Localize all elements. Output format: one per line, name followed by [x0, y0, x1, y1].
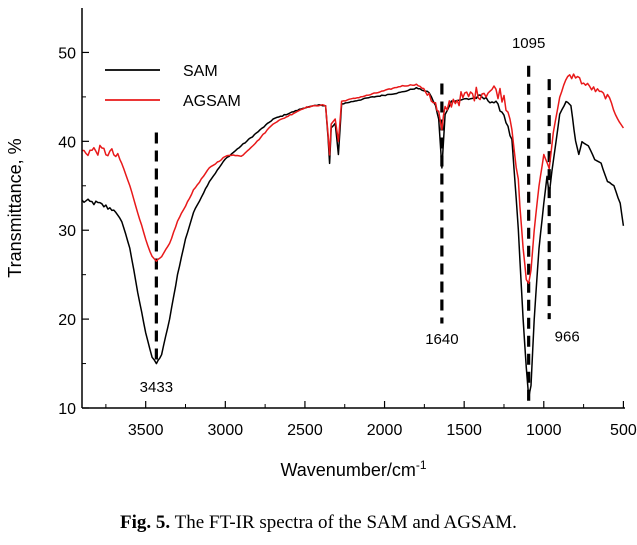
peak-label-1640: 1640	[425, 331, 458, 348]
y-axis-label: Transmittance, %	[5, 138, 25, 277]
x-axis-label-unit-exponent: -1	[416, 458, 427, 472]
x-tick-label-1000: 1000	[526, 422, 562, 439]
y-tick-label-30: 30	[58, 223, 76, 240]
axes-group: 10 20 30 40 50 3500 3000 2500 2000 1500 1000 500	[58, 8, 637, 439]
x-tick-label-2500: 2500	[287, 422, 323, 439]
x-tick-label-3000: 3000	[208, 422, 244, 439]
legend-label-sam: SAM	[183, 63, 218, 80]
figure-caption-text: The FT-IR spectra of the SAM and AGSAM.	[174, 512, 517, 533]
ftir-chart: 3433 1640 1095 966 10 20 30 40 50 3500 3000 2500 20…	[5, 8, 637, 480]
y-tick-label-40: 40	[58, 134, 76, 151]
x-tick-label-2000: 2000	[367, 422, 403, 439]
series-line-sam	[81, 86, 625, 398]
y-tick-label-50: 50	[58, 45, 76, 62]
legend-label-agsam: AGSAM	[183, 93, 241, 110]
series-group	[81, 73, 625, 398]
legend: SAM AGSAM	[105, 63, 241, 110]
x-tick-label-3500: 3500	[128, 422, 164, 439]
peak-label-966: 966	[555, 328, 580, 345]
series-line-agsam	[82, 73, 625, 285]
x-tick-label-500: 500	[610, 422, 637, 439]
y-tick-label-20: 20	[58, 312, 76, 329]
figure-label: Fig. 5.	[120, 512, 171, 533]
x-axis-label: Wavenumber/cm-1	[280, 458, 426, 480]
figure-caption: Fig. 5. The FT-IR spectra of the SAM and…	[0, 512, 637, 534]
peak-label-3433: 3433	[140, 379, 173, 396]
y-tick-label-10: 10	[58, 401, 76, 418]
x-tick-label-1500: 1500	[446, 422, 482, 439]
peak-label-1095: 1095	[512, 35, 545, 52]
annotation-group: 3433 1640 1095 966	[140, 35, 580, 408]
